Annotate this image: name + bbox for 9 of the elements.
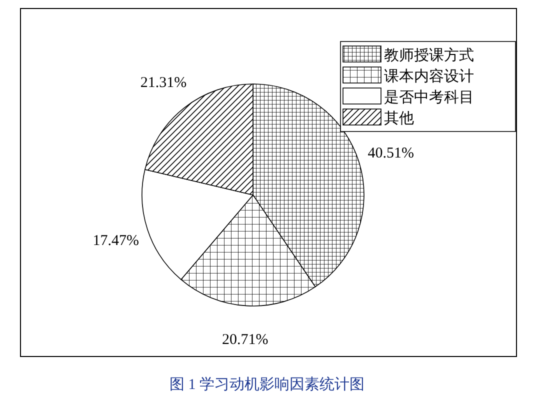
data-label: 20.71% (222, 332, 268, 348)
data-label: 21.31% (140, 74, 187, 91)
data-label: 17.47% (92, 232, 140, 249)
text: 图 1 学习动机影响因素统计图 (170, 376, 364, 393)
legend-label: 其他 (384, 110, 414, 127)
data-label: 40.51% (368, 146, 414, 162)
legend-label: 教师授课方式 (384, 47, 474, 64)
legend-label: 课本内容设计 (384, 68, 474, 85)
legend-label: 是否中考科目 (384, 89, 474, 106)
